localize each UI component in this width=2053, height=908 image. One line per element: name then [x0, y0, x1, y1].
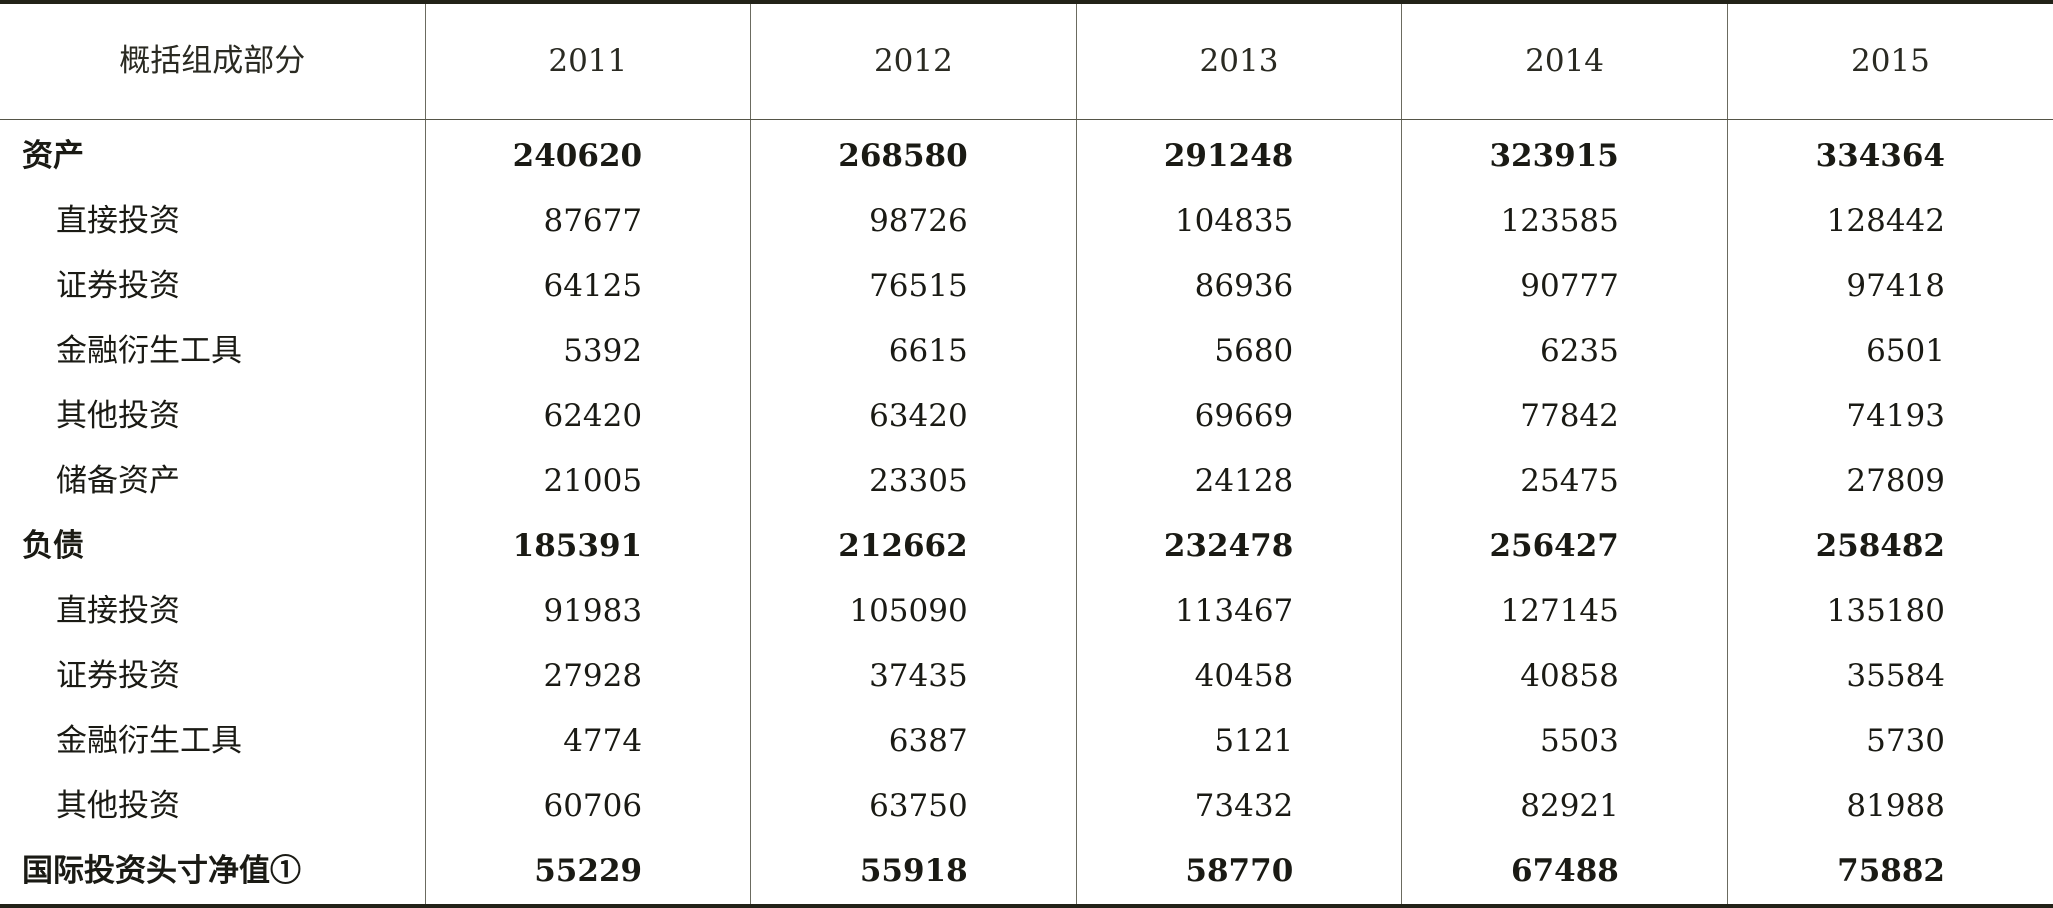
cell-value: 240620 [424, 119, 751, 189]
cell-value: 69669 [1075, 384, 1402, 449]
cell-value: 5503 [1401, 709, 1728, 774]
cell-value: 55229 [424, 839, 751, 906]
cell-value: 5121 [1075, 709, 1402, 774]
cell-value: 6235 [1401, 319, 1728, 384]
header-year-2012: 2012 [750, 2, 1077, 120]
cell-value: 86936 [1075, 254, 1402, 319]
cell-value: 82921 [1401, 774, 1728, 839]
table-row-assets: 资产 240620 268580 291248 323915 334364 [0, 119, 2053, 189]
row-label: 直接投资 [56, 203, 180, 239]
row-label: 其他投资 [56, 788, 180, 824]
cell-value: 212662 [750, 514, 1077, 579]
table-row: 其他投资 60706 63750 73432 82921 81988 [0, 774, 2053, 839]
table-row: 金融衍生工具 5392 6615 5680 6235 6501 [0, 319, 2053, 384]
cell-value: 323915 [1401, 119, 1728, 189]
cell-value: 77842 [1401, 384, 1728, 449]
cell-value: 6501 [1726, 319, 2053, 384]
table-row-liabilities: 负债 185391 212662 232478 256427 258482 [0, 514, 2053, 579]
cell-value: 5392 [424, 319, 751, 384]
cell-value: 21005 [424, 449, 751, 514]
cell-value: 67488 [1401, 839, 1728, 906]
cell-value: 27928 [424, 644, 751, 709]
cell-value: 127145 [1401, 579, 1728, 644]
cell-value: 60706 [424, 774, 751, 839]
cell-value: 40458 [1075, 644, 1402, 709]
cell-value: 74193 [1726, 384, 2053, 449]
cell-value: 27809 [1726, 449, 2053, 514]
cell-value: 135180 [1726, 579, 2053, 644]
header-year-2014: 2014 [1401, 2, 1728, 120]
table-row: 金融衍生工具 4774 6387 5121 5503 5730 [0, 709, 2053, 774]
header-row: 概括组成部分 2011 2012 2013 2014 2015 [0, 2, 2053, 120]
cell-value: 75882 [1726, 839, 2053, 906]
cell-value: 81988 [1726, 774, 2053, 839]
cell-value: 6387 [750, 709, 1077, 774]
cell-value: 105090 [750, 579, 1077, 644]
cell-value: 123585 [1401, 189, 1728, 254]
cell-value: 291248 [1075, 119, 1402, 189]
table-row: 证券投资 64125 76515 86936 90777 97418 [0, 254, 2053, 319]
table-body: 资产 240620 268580 291248 323915 334364 直接… [0, 119, 2053, 906]
cell-value: 35584 [1726, 644, 2053, 709]
cell-value: 185391 [424, 514, 751, 579]
table-row-net-position: 国际投资头寸净值① 55229 55918 58770 67488 75882 [0, 839, 2053, 906]
cell-value: 91983 [424, 579, 751, 644]
cell-value: 104835 [1075, 189, 1402, 254]
cell-value: 64125 [424, 254, 751, 319]
cell-value: 37435 [750, 644, 1077, 709]
cell-value: 58770 [1075, 839, 1402, 906]
cell-value: 258482 [1726, 514, 2053, 579]
row-label: 储备资产 [56, 463, 180, 499]
cell-value: 23305 [750, 449, 1077, 514]
cell-value: 6615 [750, 319, 1077, 384]
cell-value: 40858 [1401, 644, 1728, 709]
cell-value: 90777 [1401, 254, 1728, 319]
cell-value: 268580 [750, 119, 1077, 189]
header-year-2015: 2015 [1726, 2, 2053, 120]
row-label: 国际投资头寸净值① [22, 853, 301, 889]
table-row: 储备资产 21005 23305 24128 25475 27809 [0, 449, 2053, 514]
cell-value: 334364 [1726, 119, 2053, 189]
cell-value: 113467 [1075, 579, 1402, 644]
row-label: 金融衍生工具 [56, 723, 242, 759]
header-component: 概括组成部分 [0, 2, 425, 120]
row-label: 直接投资 [56, 593, 180, 629]
cell-value: 98726 [750, 189, 1077, 254]
cell-value: 62420 [424, 384, 751, 449]
cell-value: 5680 [1075, 319, 1402, 384]
cell-value: 256427 [1401, 514, 1728, 579]
row-label: 金融衍生工具 [56, 333, 242, 369]
table-row: 直接投资 91983 105090 113467 127145 135180 [0, 579, 2053, 644]
cell-value: 232478 [1075, 514, 1402, 579]
table-header: 概括组成部分 2011 2012 2013 2014 2015 [0, 2, 2053, 120]
table-row: 其他投资 62420 63420 69669 77842 74193 [0, 384, 2053, 449]
cell-value: 128442 [1726, 189, 2053, 254]
header-year-2013: 2013 [1075, 2, 1402, 120]
cell-value: 73432 [1075, 774, 1402, 839]
header-year-2011: 2011 [424, 2, 751, 120]
table-row: 证券投资 27928 37435 40458 40858 35584 [0, 644, 2053, 709]
row-label: 证券投资 [56, 658, 180, 694]
cell-value: 97418 [1726, 254, 2053, 319]
cell-value: 24128 [1075, 449, 1402, 514]
cell-value: 76515 [750, 254, 1077, 319]
cell-value: 5730 [1726, 709, 2053, 774]
cell-value: 25475 [1401, 449, 1728, 514]
cell-value: 63750 [750, 774, 1077, 839]
cell-value: 55918 [750, 839, 1077, 906]
row-label: 资产 [22, 138, 84, 174]
cell-value: 87677 [424, 189, 751, 254]
row-label: 证券投资 [56, 268, 180, 304]
cell-value: 63420 [750, 384, 1077, 449]
table-row: 直接投资 87677 98726 104835 123585 128442 [0, 189, 2053, 254]
row-label: 负债 [22, 528, 84, 564]
row-label: 其他投资 [56, 398, 180, 434]
cell-value: 4774 [424, 709, 751, 774]
